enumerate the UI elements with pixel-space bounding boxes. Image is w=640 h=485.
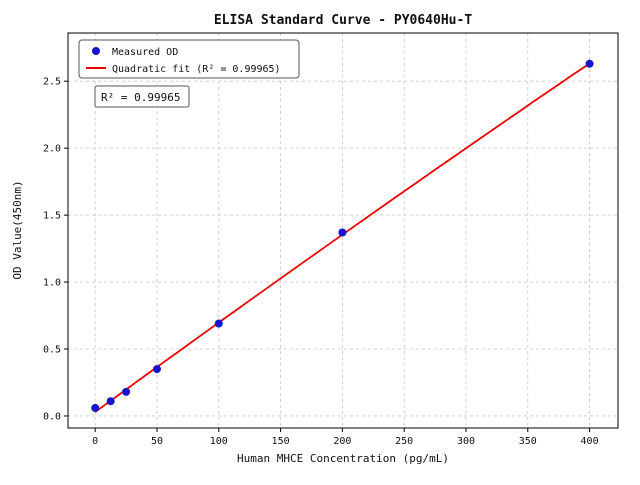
r-squared-annotation-frame <box>94 85 190 108</box>
r-squared-annotation-text: R² = 0.99965 <box>101 91 180 104</box>
svg-text:100: 100 <box>210 436 228 447</box>
x-axis-label: Human MHCE Concentration (pg/mL) <box>237 452 449 465</box>
svg-text:350: 350 <box>519 436 537 447</box>
svg-text:0: 0 <box>92 436 98 447</box>
legend-label-quadratic-fit: Quadratic fit (R² = 0.99965) <box>112 64 281 75</box>
measured-od-points <box>91 59 594 412</box>
r-squared-annotation: R² = 0.99965 <box>94 85 190 108</box>
svg-text:0.5: 0.5 <box>43 345 61 356</box>
svg-text:400: 400 <box>581 436 599 447</box>
svg-text:1.5: 1.5 <box>43 211 61 222</box>
axis-tick-marks <box>64 80 591 432</box>
grid-lines <box>68 33 618 428</box>
plot-border <box>67 32 619 429</box>
chart-title: ELISA Standard Curve - PY0640Hu-T <box>214 13 472 28</box>
measured-od-marker-icon <box>92 47 100 55</box>
svg-text:200: 200 <box>333 436 351 447</box>
svg-text:300: 300 <box>457 436 475 447</box>
legend-frame <box>78 39 300 79</box>
axis-tick-labels: 0 50 100 150 200 250 300 350 400 0.0 0.5 1.0 1.5 2.0 2… <box>43 77 599 447</box>
svg-text:2.0: 2.0 <box>43 144 61 155</box>
svg-text:150: 150 <box>272 436 290 447</box>
svg-text:2.5: 2.5 <box>43 77 61 88</box>
legend-label-measured-od: Measured OD <box>112 47 178 58</box>
svg-text:1.0: 1.0 <box>43 278 61 289</box>
svg-text:250: 250 <box>395 436 413 447</box>
legend: Measured OD Quadratic fit (R² = 0.99965) <box>78 39 300 79</box>
y-axis-label: OD Value(450nm) <box>11 180 24 279</box>
svg-text:0.0: 0.0 <box>43 411 61 422</box>
svg-text:50: 50 <box>151 436 163 447</box>
